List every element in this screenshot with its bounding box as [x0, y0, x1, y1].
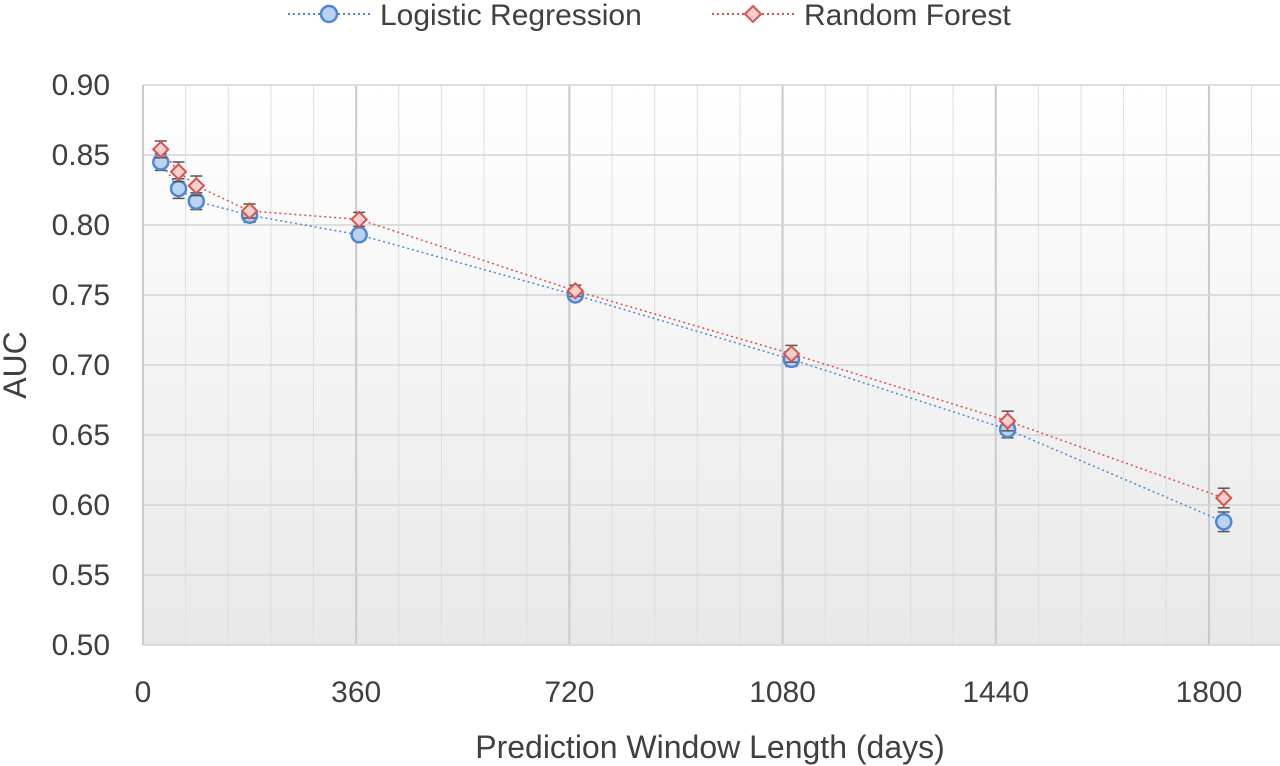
data-point-logistic-regression [169, 179, 188, 198]
y-tick-label: 0.80 [52, 209, 110, 242]
x-tick-label: 1440 [962, 676, 1029, 709]
data-point-random-forest [782, 344, 801, 363]
legend: Logistic Regression Random Forest [288, 0, 1011, 32]
x-tick-label: 360 [331, 676, 381, 709]
y-tick-label: 0.55 [52, 559, 110, 592]
y-tick-label: 0.70 [52, 349, 110, 382]
x-tick-label: 720 [544, 676, 594, 709]
y-tick-label: 0.75 [52, 279, 110, 312]
y-tick-label: 0.50 [52, 629, 110, 662]
y-tick-label: 0.65 [52, 419, 110, 452]
data-point-random-forest [169, 162, 188, 181]
x-axis-title: Prediction Window Length (days) [475, 729, 945, 765]
data-point-random-forest [240, 202, 259, 220]
legend-label-logistic-regression: Logistic Regression [380, 0, 642, 32]
y-tick-labels: 0.50 0.55 0.60 0.65 0.70 0.75 0.80 0.85 0.90 [52, 69, 110, 662]
data-point-random-forest [1214, 489, 1233, 507]
data-point-random-forest [566, 281, 585, 300]
series-layer [151, 140, 1233, 533]
legend-marker-logistic-regression [319, 4, 339, 24]
x-tick-label: 1800 [1176, 676, 1243, 709]
y-tick-label: 0.90 [52, 69, 110, 102]
data-point-random-forest [187, 176, 206, 195]
y-axis-title: AUC [0, 331, 33, 399]
y-tick-label: 0.60 [52, 489, 110, 522]
data-point-logistic-regression [1214, 513, 1233, 531]
data-point-random-forest [151, 140, 170, 159]
legend-marker-random-forest [743, 4, 763, 24]
grid [142, 84, 1280, 646]
data-point-random-forest [998, 412, 1017, 430]
y-tick-label: 0.85 [52, 139, 110, 172]
data-point-logistic-regression [350, 226, 368, 244]
data-point-random-forest [350, 210, 369, 229]
x-tick-label: 1080 [749, 676, 816, 709]
x-tick-labels: 0 360 720 1080 1440 1800 [135, 676, 1243, 709]
x-tick-label: 0 [135, 676, 152, 709]
legend-label-random-forest: Random Forest [804, 0, 1011, 32]
